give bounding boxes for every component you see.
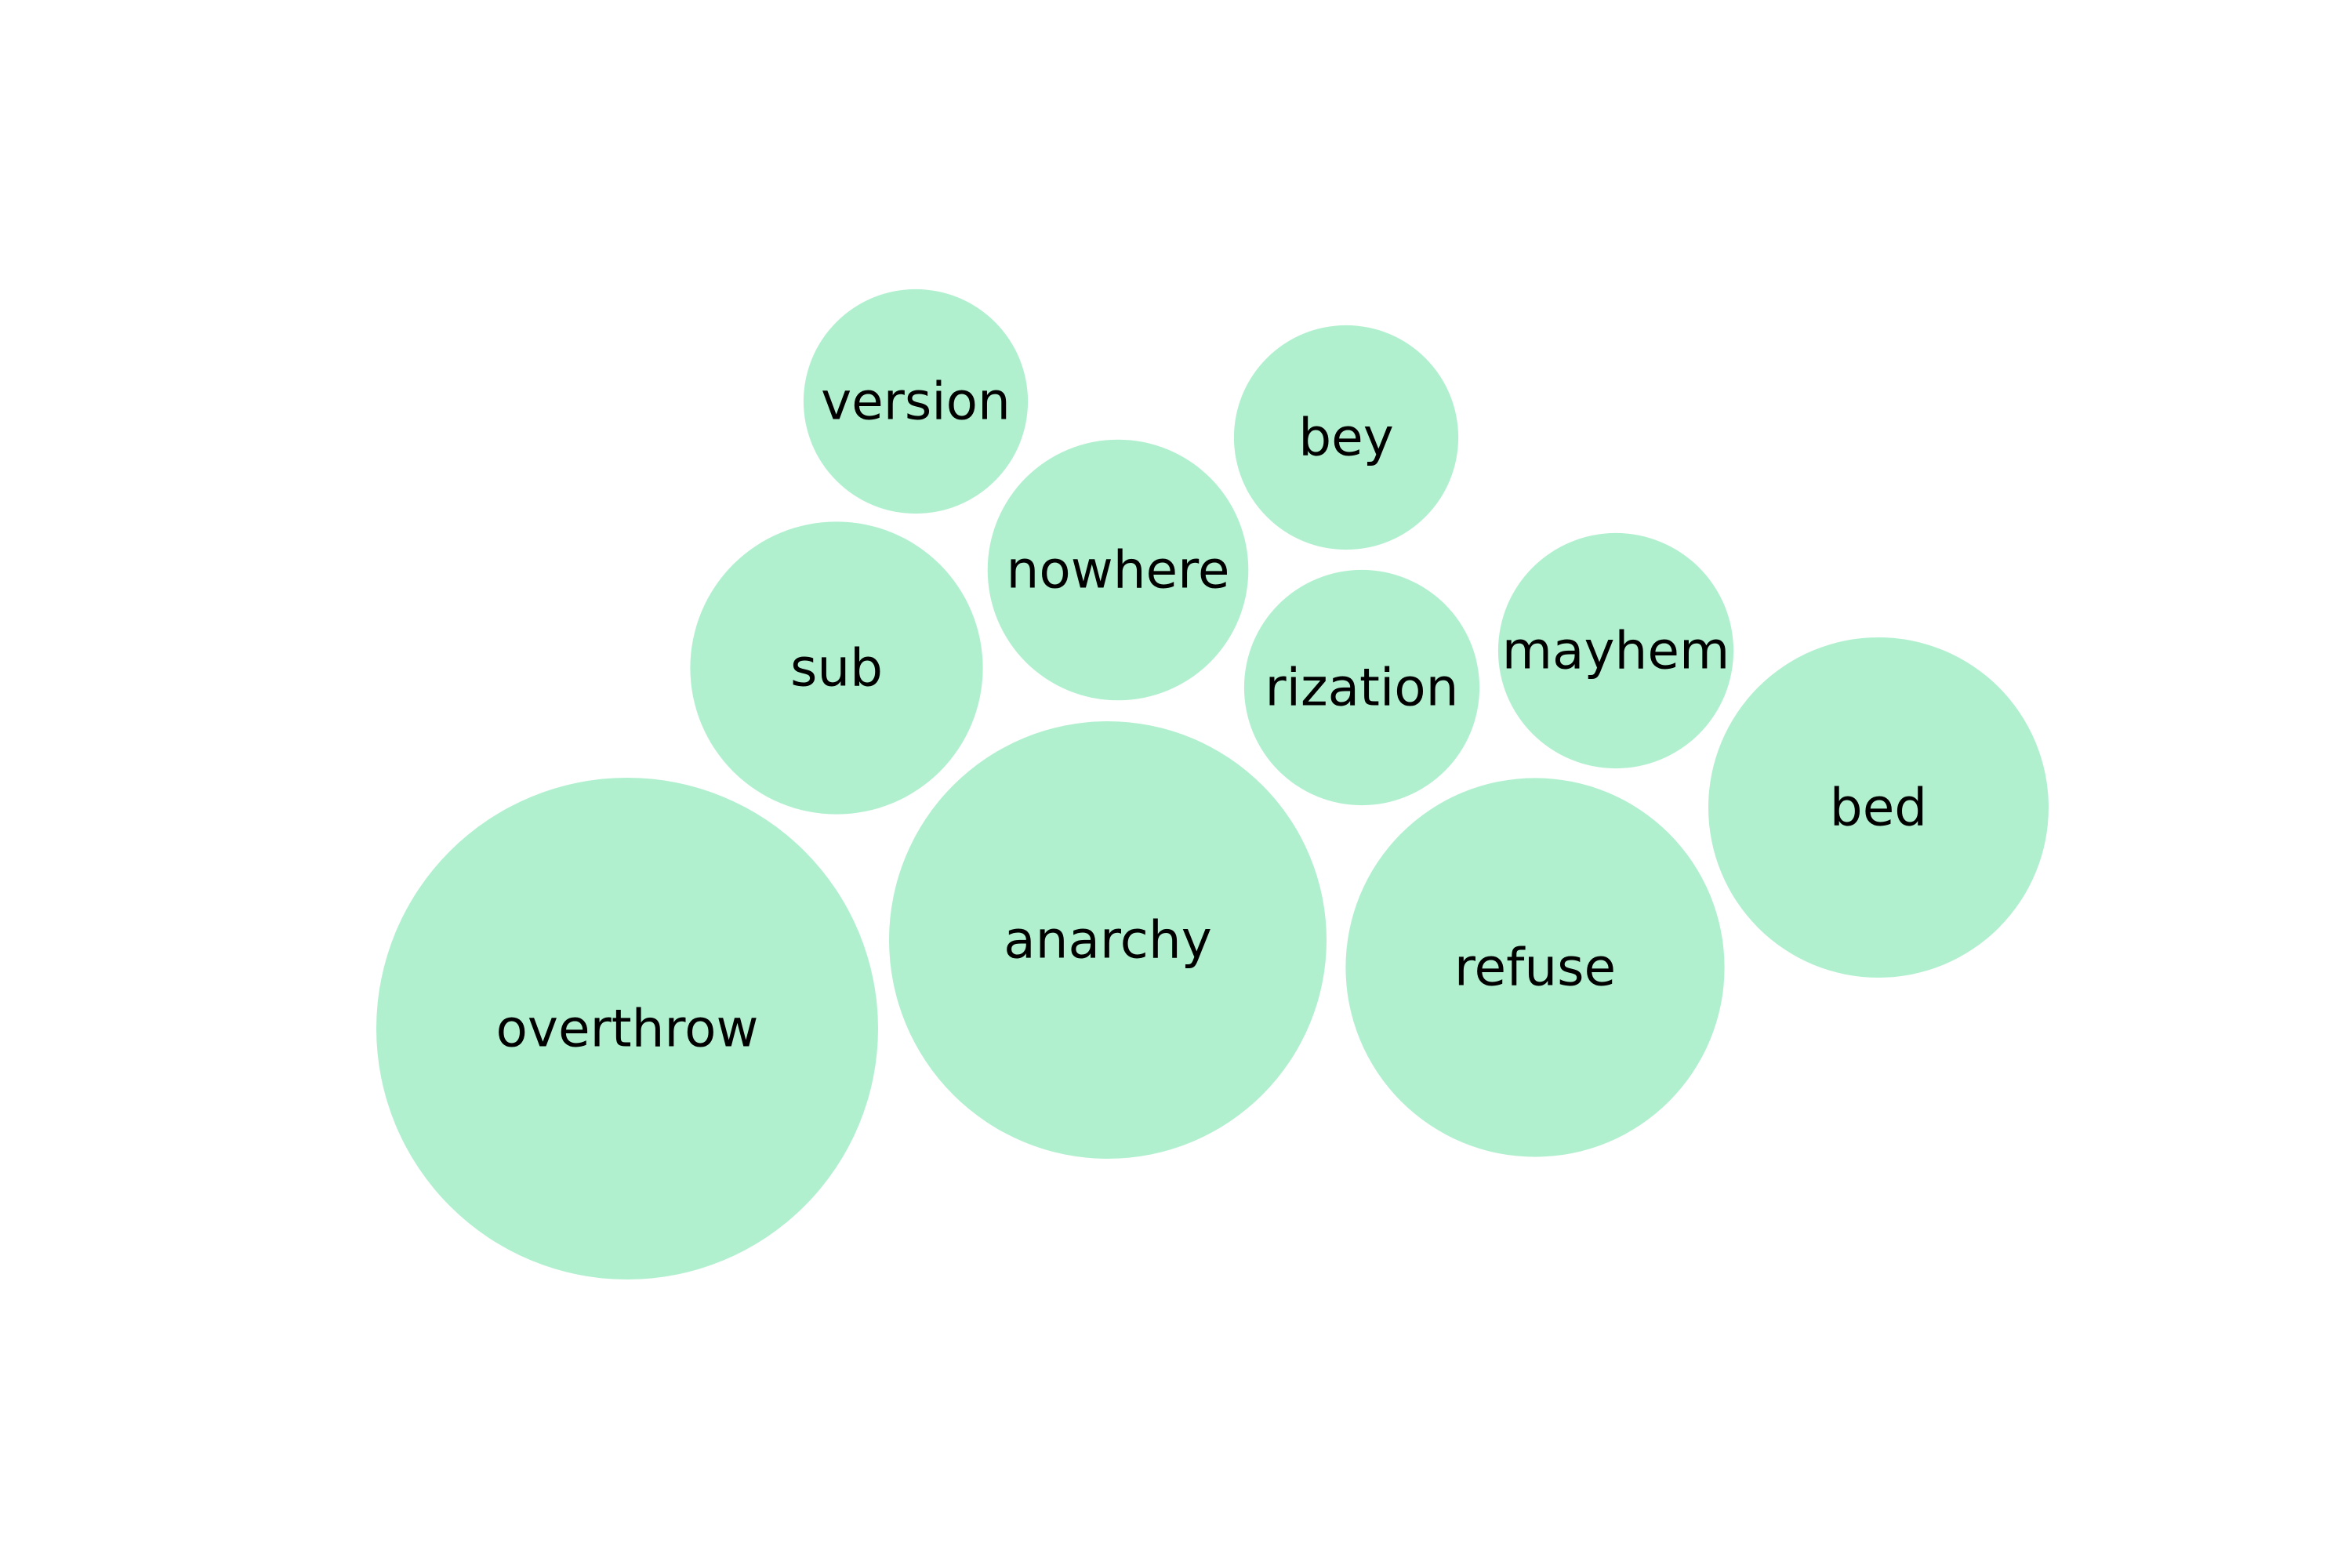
bubble-label-overthrow: overthrow xyxy=(496,999,759,1059)
bubble-sub xyxy=(690,521,983,815)
bubble-label-mayhem: mayhem xyxy=(1502,621,1730,681)
bubble-bed xyxy=(1708,637,2049,978)
bubble-label-anarchy: anarchy xyxy=(1004,910,1212,971)
bubble-label-version: version xyxy=(821,372,1011,432)
bubble-version xyxy=(803,289,1029,514)
bubble-label-bed: bed xyxy=(1830,778,1927,838)
bubble-anarchy xyxy=(889,721,1327,1159)
bubble-rization xyxy=(1243,569,1480,806)
bubble-bey xyxy=(1233,325,1459,550)
bubble-nowhere xyxy=(987,439,1249,701)
bubble-refuse xyxy=(1345,778,1725,1157)
bubble-label-rization: rization xyxy=(1265,658,1459,718)
bubble-label-bey: bey xyxy=(1298,408,1394,468)
bubble-label-sub: sub xyxy=(790,638,883,699)
bubbles-group: overthrow anarchy refuse bed sub nowhere rizat… xyxy=(376,289,2049,1279)
bubble-mayhem xyxy=(1497,532,1734,769)
bubble-overthrow xyxy=(376,778,878,1279)
bubble-label-nowhere: nowhere xyxy=(1007,540,1230,601)
bubble-label-refuse: refuse xyxy=(1454,938,1616,998)
